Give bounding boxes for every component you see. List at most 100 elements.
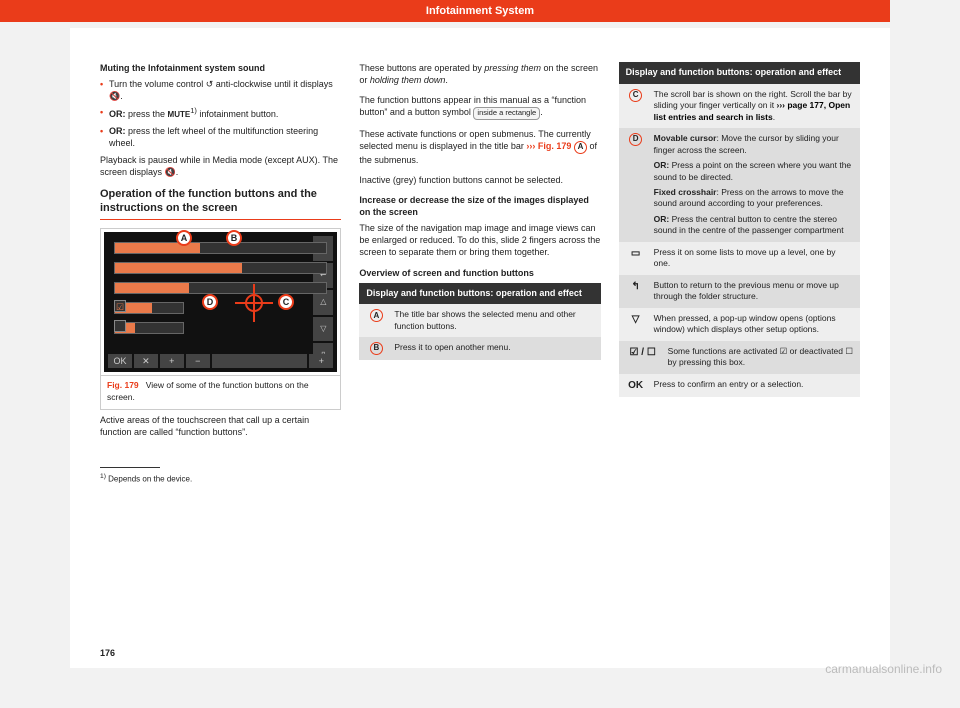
figure-179: ▭ ↩ △ ▽ ▯ ☑ OK ✕ xyxy=(100,228,341,410)
folder-icon: ▭ xyxy=(626,247,646,261)
bullet-1: Turn the volume control ↺ anti-clockwise… xyxy=(100,78,341,102)
para: The size of the navigation map image and… xyxy=(359,222,600,258)
table-header: Display and function buttons: operation … xyxy=(359,283,600,305)
table-1: Display and function buttons: operation … xyxy=(359,283,600,361)
fig-label-d: D xyxy=(202,294,218,310)
row-text: Button to return to the previous menu or… xyxy=(654,280,853,303)
column-1: Muting the Infotainment system sound Tur… xyxy=(100,62,341,485)
slider xyxy=(114,262,327,274)
t-italic: holding them down xyxy=(370,75,446,85)
slider xyxy=(114,282,327,294)
checkbox-icons: ☑ / ☐ xyxy=(626,346,660,360)
figure-image: ▭ ↩ △ ▽ ▯ ☑ OK ✕ xyxy=(104,232,337,372)
para: These activate functions or open submenu… xyxy=(359,128,600,166)
red-accent-left xyxy=(0,0,70,22)
or-label: OR: xyxy=(109,109,126,119)
watermark: carmanualsonline.info xyxy=(825,662,942,676)
column-2: These buttons are operated by pressing t… xyxy=(359,62,600,485)
crosshair-icon xyxy=(235,284,273,322)
ok-label: OK xyxy=(626,379,646,393)
row-key: A xyxy=(366,309,386,322)
bullet-2: OR: press the MUTE1) infotainment button… xyxy=(100,106,341,121)
table-row: D Movable cursor: Move the cursor by sli… xyxy=(619,128,860,242)
table-row: C The scroll bar is shown on the right. … xyxy=(619,84,860,128)
plus-button: + xyxy=(309,354,333,368)
slider xyxy=(114,242,327,254)
ok-button: OK xyxy=(108,354,132,368)
t: Press a point on the screen where you wa… xyxy=(654,160,852,181)
table-2: Display and function buttons: operation … xyxy=(619,62,860,397)
triangle-down-icon: ▽ xyxy=(626,313,646,327)
fig-side-icons: ▭ ↩ △ ▽ ▯ xyxy=(313,236,333,368)
b: OR: xyxy=(654,160,670,170)
sup: 1) xyxy=(190,106,197,115)
minus-button: − xyxy=(186,354,210,368)
mute-button-label: MUTE xyxy=(168,110,191,119)
checkbox-checked-icon: ☑ xyxy=(114,300,126,312)
table-row: ▭ Press it on some lists to move up a le… xyxy=(619,242,860,275)
row-text: Some functions are activated ☑ or deacti… xyxy=(668,346,853,369)
table-row: ☑ / ☐ Some functions are activated ☑ or … xyxy=(619,341,860,374)
fig-number: Fig. 179 xyxy=(107,380,139,390)
row-text: The title bar shows the selected menu an… xyxy=(394,309,593,332)
t: . xyxy=(540,107,543,117)
bottom-slider xyxy=(212,354,308,368)
plus-button: + xyxy=(160,354,184,368)
para: Active areas of the touchscreen that cal… xyxy=(100,414,341,438)
row-text: Press to confirm an entry or a selection… xyxy=(654,379,853,390)
page: Muting the Infotainment system sound Tur… xyxy=(70,28,890,668)
para: The function buttons appear in this manu… xyxy=(359,94,600,119)
table-row: OK Press to confirm an entry or a select… xyxy=(619,374,860,398)
h-resize: Increase or decrease the size of the ima… xyxy=(359,194,600,218)
para: Playback is paused while in Media mode (… xyxy=(100,154,341,178)
rect-example: inside a rectangle xyxy=(473,107,540,119)
side-icon: ▽ xyxy=(313,317,333,342)
table-row: ▽ When pressed, a pop-up window opens (o… xyxy=(619,308,860,341)
table-row: B Press it to open another menu. xyxy=(359,337,600,360)
row-text: When pressed, a pop-up window opens (opt… xyxy=(654,313,853,336)
header-bar: Infotainment System xyxy=(70,0,890,22)
table-row: ↰ Button to return to the previous menu … xyxy=(619,275,860,308)
b: OR: xyxy=(654,214,670,224)
fig-ref: ››› Fig. 179 xyxy=(526,141,571,151)
fig-bottom-row: OK ✕ + − + xyxy=(108,354,333,368)
back-icon: ↰ xyxy=(626,280,646,294)
t: Press the central button to centre the s… xyxy=(654,214,844,235)
para: Inactive (grey) function buttons cannot … xyxy=(359,174,600,186)
footnote-text: Depends on the device. xyxy=(106,474,192,483)
page-number: 176 xyxy=(100,648,115,658)
row-text: Press it to open another menu. xyxy=(394,342,593,353)
footnote: 1) Depends on the device. xyxy=(100,472,341,485)
bullet-3: OR: press the left wheel of the multifun… xyxy=(100,125,341,149)
t: press the left wheel of the multifunctio… xyxy=(109,126,318,148)
row-key: D xyxy=(626,133,646,146)
row-key: C xyxy=(626,89,646,102)
columns: Muting the Infotainment system sound Tur… xyxy=(100,62,860,485)
t: press the xyxy=(126,109,168,119)
t-italic: pressing them xyxy=(484,63,541,73)
t: infotainment button. xyxy=(197,109,279,119)
h-operation: Operation of the function buttons and th… xyxy=(100,188,341,221)
checkbox-empty-icon xyxy=(114,320,126,332)
circ-a: A xyxy=(574,141,587,154)
b: Fixed crosshair xyxy=(654,187,717,197)
row-text: Movable cursor: Move the cursor by slidi… xyxy=(654,133,853,237)
t: These buttons are operated by xyxy=(359,63,484,73)
fig-label-c: C xyxy=(278,294,294,310)
or-label: OR: xyxy=(109,126,126,136)
table-header: Display and function buttons: operation … xyxy=(619,62,860,84)
t: . xyxy=(445,75,448,85)
figure-caption: Fig. 179 View of some of the function bu… xyxy=(101,375,340,409)
table-row: A The title bar shows the selected menu … xyxy=(359,304,600,337)
h-overview: Overview of screen and function buttons xyxy=(359,267,600,279)
para: These buttons are operated by pressing t… xyxy=(359,62,600,86)
column-3: Display and function buttons: operation … xyxy=(619,62,860,485)
b: Movable cursor xyxy=(654,133,717,143)
h-muting: Muting the Infotainment system sound xyxy=(100,62,341,74)
t: . xyxy=(773,112,775,122)
x-button: ✕ xyxy=(134,354,158,368)
row-text: The scroll bar is shown on the right. Sc… xyxy=(654,89,853,123)
row-key: B xyxy=(366,342,386,355)
row-text: Press it on some lists to move up a leve… xyxy=(654,247,853,270)
footnote-rule xyxy=(100,467,160,468)
